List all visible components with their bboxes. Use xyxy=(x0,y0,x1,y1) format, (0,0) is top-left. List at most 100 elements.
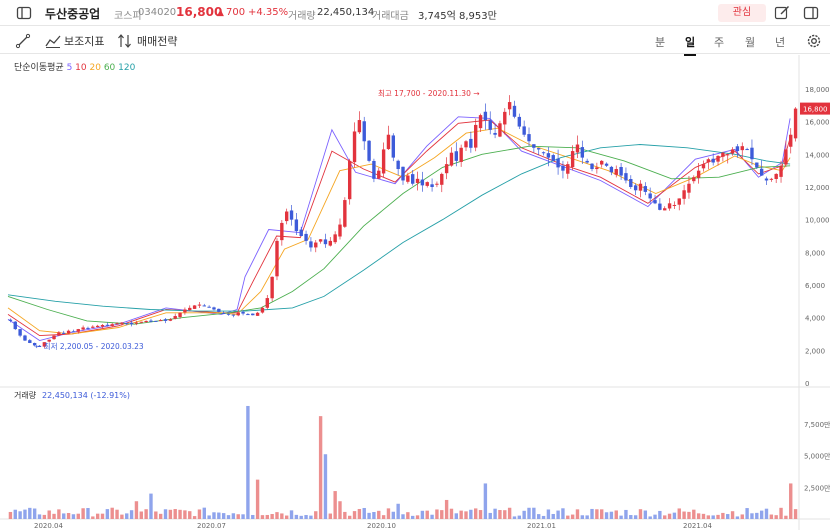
volume-bar xyxy=(381,515,386,519)
volume-bar xyxy=(435,509,439,519)
volume-bar xyxy=(202,507,206,519)
candle-body xyxy=(638,183,643,191)
volume-value: 22,450,134 xyxy=(317,7,375,18)
volume-bar xyxy=(294,514,299,519)
period-tab-2[interactable]: 주 xyxy=(714,36,725,49)
volume-bar xyxy=(493,508,497,519)
candle-body xyxy=(52,335,56,340)
candle-body xyxy=(706,159,711,163)
candle-body xyxy=(255,312,260,316)
current-price-tag xyxy=(800,102,830,115)
candle-body xyxy=(188,307,192,311)
ma-legend-120: 120 xyxy=(115,63,136,73)
volume-bar xyxy=(401,514,405,519)
time-tick-label: 2020.07 xyxy=(197,522,226,530)
volume-bar xyxy=(217,512,221,519)
volume-bar xyxy=(86,508,90,519)
period-tab-3[interactable]: 월 xyxy=(745,36,756,49)
volume-bar xyxy=(226,515,231,519)
time-tick-label: 2020.04 xyxy=(34,522,63,530)
volume-bar xyxy=(527,507,531,519)
volume-bar xyxy=(793,509,798,519)
volume-bar xyxy=(507,507,512,519)
volume-bar xyxy=(464,511,468,519)
volume-bar xyxy=(711,515,715,519)
volume-bar xyxy=(28,507,32,519)
volume-bar xyxy=(144,509,148,519)
volume-bar xyxy=(585,515,589,519)
candle-body xyxy=(764,178,769,181)
candle-body xyxy=(779,165,783,177)
candle-body xyxy=(527,134,531,142)
candle-body xyxy=(774,173,778,179)
indicator-button[interactable]: 보조지표 xyxy=(64,35,105,48)
volume-bar xyxy=(663,515,667,519)
candle-body xyxy=(789,134,793,147)
period-tab-4[interactable]: 년 xyxy=(775,36,786,49)
candle-body xyxy=(372,160,376,179)
volume-bar xyxy=(76,513,80,519)
volume-bar xyxy=(658,510,662,519)
watchlist-button[interactable]: 관심 xyxy=(718,4,766,22)
candle-body xyxy=(682,190,686,199)
period-tab-0[interactable]: 분 xyxy=(655,36,666,49)
candle-body xyxy=(595,167,599,170)
candle-body xyxy=(207,306,211,308)
price-tick-label: 14,000 xyxy=(805,151,830,159)
settings-gear-icon[interactable] xyxy=(806,33,822,49)
volume-bar xyxy=(81,508,85,519)
candle-body xyxy=(643,186,648,192)
candle-body xyxy=(231,314,236,316)
candle-body xyxy=(493,132,497,135)
volume-bar xyxy=(318,416,323,519)
draw-line-icon[interactable] xyxy=(15,33,31,49)
volume-bar xyxy=(32,508,37,519)
sidebar-toggle-icon[interactable] xyxy=(16,5,32,21)
volume-bar xyxy=(13,509,17,519)
volume-bar xyxy=(556,510,560,519)
candle-body xyxy=(81,327,85,330)
candle-body xyxy=(730,149,735,154)
price-tick-label: 16,000 xyxy=(805,119,830,127)
candle-body xyxy=(343,200,347,227)
volume-bar xyxy=(604,512,609,519)
sidebar-panel-icon[interactable] xyxy=(803,5,819,21)
volume-bar xyxy=(192,516,197,519)
volume-bar xyxy=(425,510,429,519)
volume-bar xyxy=(648,516,652,519)
volume-bar xyxy=(454,513,459,519)
candle-body xyxy=(716,155,720,162)
candle-body xyxy=(503,111,507,125)
candle-body xyxy=(37,345,42,347)
volume-bar xyxy=(265,514,269,519)
candle-body xyxy=(139,321,143,323)
period-tab-1[interactable]: 일 xyxy=(683,36,697,56)
strategy-icon[interactable] xyxy=(117,33,133,49)
volume-bar xyxy=(188,511,192,519)
indicator-icon[interactable] xyxy=(45,33,61,49)
volume-bar xyxy=(304,515,308,519)
volume-bar xyxy=(134,501,139,519)
ma-line-120 xyxy=(7,144,791,312)
edit-icon[interactable] xyxy=(774,5,790,21)
candle-body xyxy=(769,178,774,180)
volume-bar xyxy=(343,511,347,519)
candle-body xyxy=(672,204,677,206)
candle-body xyxy=(604,163,609,166)
strategy-button[interactable]: 매매전략 xyxy=(137,35,178,48)
volume-bar xyxy=(483,483,488,519)
price-tick-label: 2,000 xyxy=(805,347,825,355)
candle-body xyxy=(100,325,105,327)
candle-body xyxy=(793,108,798,139)
candle-body xyxy=(120,322,124,324)
volume-bar xyxy=(260,515,265,519)
volume-bar xyxy=(100,513,105,519)
candle-body xyxy=(580,147,585,158)
price-tick-label: 6,000 xyxy=(805,282,825,290)
candle-body xyxy=(701,164,706,169)
candle-body xyxy=(173,316,177,319)
price-change: 700 xyxy=(226,7,246,18)
candle-body xyxy=(507,102,512,110)
candle-body xyxy=(347,160,352,200)
